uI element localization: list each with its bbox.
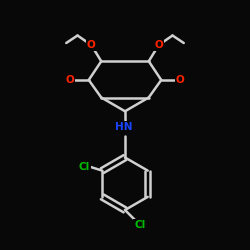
Text: Cl: Cl bbox=[134, 220, 145, 230]
Text: O: O bbox=[87, 40, 96, 50]
Text: O: O bbox=[176, 75, 184, 85]
Text: Cl: Cl bbox=[78, 162, 90, 172]
Text: O: O bbox=[66, 75, 74, 85]
Text: HN: HN bbox=[115, 122, 132, 132]
Text: O: O bbox=[154, 40, 163, 50]
